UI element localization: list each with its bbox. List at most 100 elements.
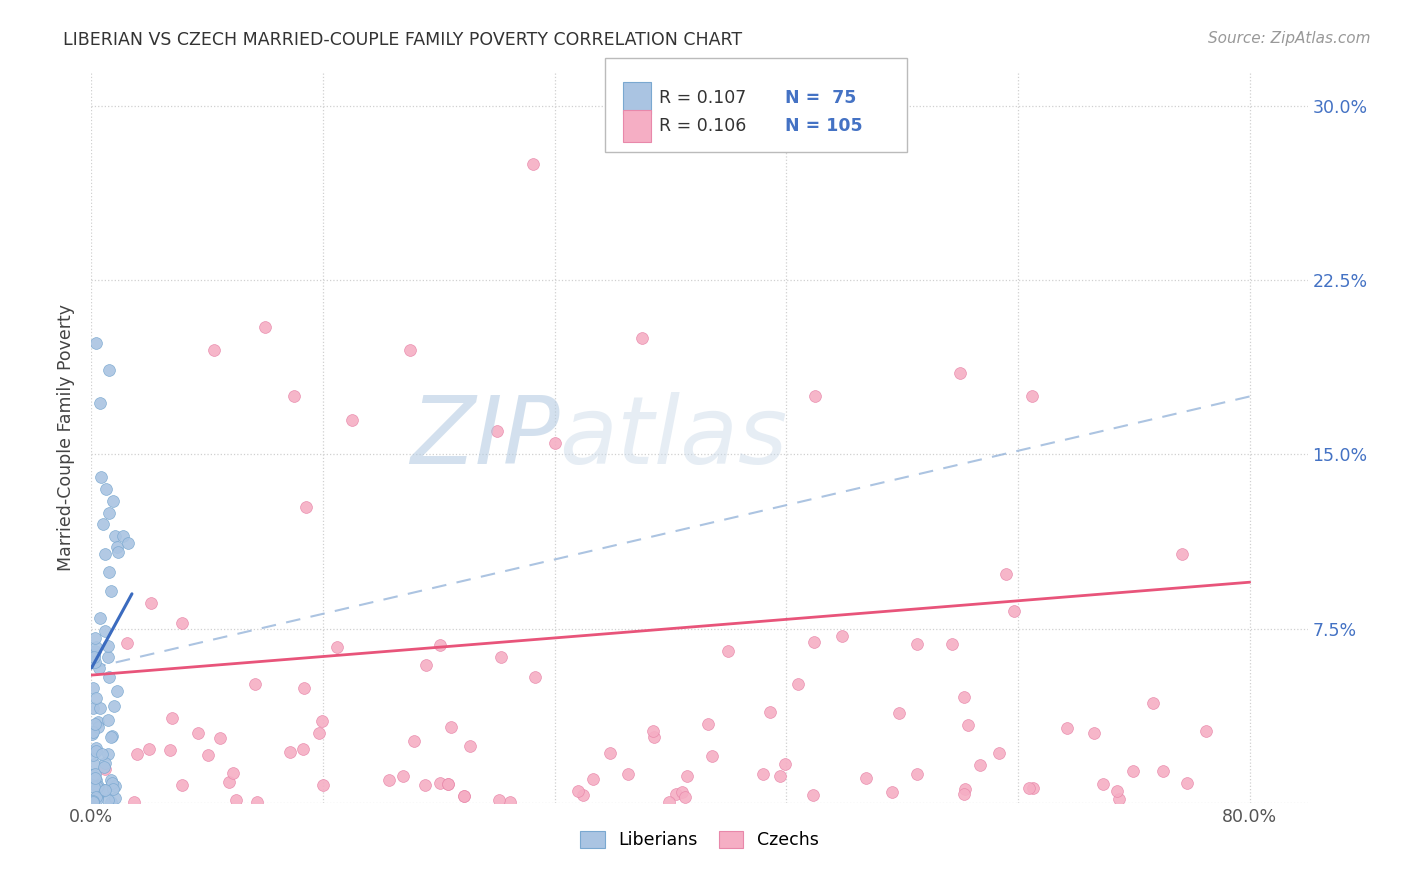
Point	[311, 714, 333, 728]
Point	[97, 363, 120, 377]
Point	[294, 681, 316, 695]
Point	[86, 780, 108, 794]
Text: N =  75: N = 75	[785, 89, 856, 107]
Point	[953, 788, 976, 802]
Point	[100, 584, 122, 599]
Point	[522, 157, 544, 171]
Point	[1105, 783, 1128, 797]
Point	[769, 769, 792, 783]
Point	[83, 717, 105, 731]
Point	[308, 726, 330, 740]
Point	[94, 624, 117, 639]
Point	[89, 701, 111, 715]
Point	[103, 781, 125, 796]
Point	[90, 747, 112, 761]
Point	[804, 389, 827, 403]
Point	[122, 795, 145, 809]
Point	[941, 637, 963, 651]
Point	[671, 785, 693, 799]
Point	[160, 711, 183, 725]
Point	[84, 744, 107, 758]
Point	[97, 793, 120, 807]
Text: N = 105: N = 105	[785, 117, 862, 135]
Point	[295, 500, 318, 515]
Point	[84, 336, 107, 351]
Point	[87, 780, 110, 794]
Point	[758, 705, 780, 719]
Point	[1195, 723, 1218, 738]
Point	[107, 541, 129, 555]
Point	[340, 412, 363, 426]
Point	[440, 720, 463, 734]
Point	[86, 720, 108, 734]
Point	[402, 733, 425, 747]
Point	[1021, 389, 1043, 403]
Point	[82, 701, 104, 715]
Point	[1002, 603, 1025, 617]
Point	[84, 766, 107, 780]
Point	[673, 789, 696, 804]
Point	[115, 636, 138, 650]
Point	[801, 789, 824, 803]
Point	[222, 765, 245, 780]
Point	[787, 677, 810, 691]
Point	[429, 638, 451, 652]
Point	[138, 742, 160, 756]
Point	[82, 747, 104, 762]
Point	[429, 775, 451, 789]
Point	[97, 639, 120, 653]
Point	[82, 725, 104, 739]
Point	[485, 424, 508, 438]
Point	[949, 366, 972, 380]
Point	[83, 648, 105, 662]
Point	[453, 789, 475, 804]
Point	[101, 494, 124, 508]
Point	[90, 470, 112, 484]
Point	[103, 699, 125, 714]
Point	[696, 717, 718, 731]
Point	[97, 506, 120, 520]
Point	[572, 788, 595, 802]
Point	[544, 436, 567, 450]
Point	[399, 343, 422, 357]
Point	[617, 767, 640, 781]
Point	[84, 690, 107, 705]
Point	[82, 794, 104, 808]
Point	[1091, 777, 1114, 791]
Point	[93, 783, 115, 797]
Point	[246, 795, 269, 809]
Point	[84, 789, 107, 804]
Point	[86, 791, 108, 805]
Point	[458, 739, 481, 754]
Point	[86, 789, 108, 804]
Point	[94, 483, 117, 497]
Point	[1171, 547, 1194, 561]
Point	[89, 611, 111, 625]
Point	[312, 778, 335, 792]
Point	[93, 783, 115, 797]
Point	[82, 681, 104, 695]
Point	[291, 741, 314, 756]
Point	[969, 758, 991, 772]
Point	[987, 746, 1010, 760]
Point	[278, 745, 301, 759]
Point	[117, 535, 139, 549]
Point	[89, 396, 111, 410]
Y-axis label: Married-Couple Family Poverty: Married-Couple Family Poverty	[58, 303, 76, 571]
Point	[97, 650, 120, 665]
Point	[855, 771, 877, 785]
Point	[100, 795, 122, 809]
Point	[82, 795, 104, 809]
Point	[172, 778, 194, 792]
Point	[378, 772, 401, 787]
Point	[887, 706, 910, 720]
Point	[489, 649, 512, 664]
Point	[994, 567, 1017, 582]
Point	[952, 690, 974, 705]
Point	[1152, 764, 1174, 779]
Point	[523, 670, 546, 684]
Point	[581, 772, 603, 787]
Point	[415, 658, 437, 673]
Point	[599, 746, 621, 760]
Point	[905, 637, 928, 651]
